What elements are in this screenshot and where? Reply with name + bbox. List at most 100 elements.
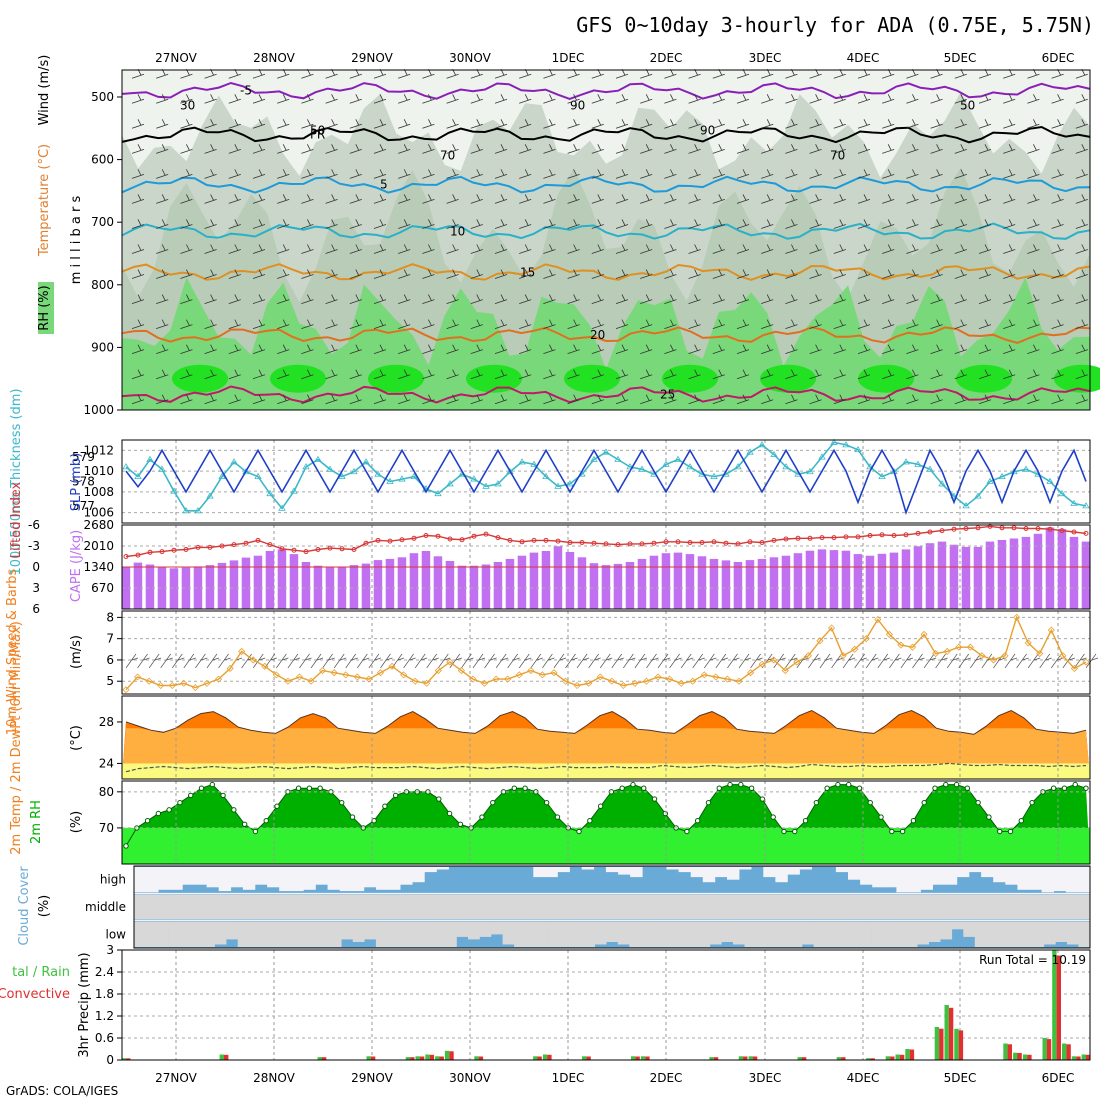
- rh-contour-label: 50: [960, 99, 975, 113]
- wind-speed-point: [978, 652, 986, 660]
- wind-barb: [470, 219, 483, 229]
- wind-barb: [519, 319, 532, 329]
- wind-barb: [373, 369, 387, 380]
- wind-barb: [228, 119, 241, 129]
- rh-2m-point: [155, 810, 162, 817]
- cloud-clear-bar: [242, 894, 256, 920]
- wind-barb: [543, 119, 556, 129]
- rh-2m-point: [339, 799, 345, 806]
- lifted-index-point: [399, 537, 405, 543]
- wind-barb: [712, 394, 725, 405]
- lifted-index-point: [543, 537, 549, 543]
- rh-2m-point: [1083, 785, 1089, 791]
- wind-barb: [325, 194, 338, 204]
- wind-series-label: 10m Wind Speed & Barbs: [5, 569, 20, 736]
- wind-barb: [680, 653, 694, 669]
- precip-total-bar: [219, 1054, 224, 1060]
- cloud-clear-bar: [908, 894, 921, 920]
- cloud-clear-bar: [521, 894, 534, 920]
- lifted-index-point: [903, 532, 909, 538]
- wind-barb: [325, 94, 338, 104]
- thickness-point: [206, 492, 214, 499]
- cloud-clear-bar: [714, 867, 728, 878]
- cloud-clear-bar: [1077, 867, 1091, 893]
- wind-barb: [761, 294, 774, 304]
- isotherm-label: 25: [660, 387, 675, 401]
- cape-bar: [1021, 536, 1031, 609]
- thickness-point: [446, 480, 454, 487]
- cloud-clear-bar: [594, 921, 607, 945]
- panel-border: [121, 439, 1091, 524]
- thickness-point: [818, 453, 826, 460]
- cloud-clear-bar: [969, 894, 982, 920]
- wind-barb: [889, 653, 902, 669]
- wind-speed-point: [134, 673, 142, 681]
- cloud-clear-bar: [714, 894, 728, 920]
- cloud-clear-bar: [182, 894, 195, 920]
- lifted-index-point: [171, 547, 177, 553]
- thickness-point: [998, 472, 1006, 480]
- precip-convective-bar: [478, 1056, 484, 1060]
- pressure-axis-label: m i l l i b a r s: [69, 196, 84, 285]
- wind-barb: [761, 344, 774, 355]
- wind-barb: [180, 269, 193, 279]
- thickness-point: [410, 472, 418, 480]
- wind-barb: [349, 369, 362, 380]
- wind-speed-point: [642, 677, 651, 685]
- lifted-index-point: [459, 537, 465, 543]
- wind-barb: [228, 194, 241, 204]
- rh-2m-point: [382, 803, 388, 809]
- wind-barb: [131, 244, 145, 254]
- cape-bar: [817, 549, 827, 609]
- cloud-clear-bar: [997, 921, 1010, 947]
- cape-bar: [1045, 527, 1055, 609]
- cloud-clear-bar: [412, 894, 425, 920]
- wind-barb: [785, 369, 798, 380]
- cape-bar: [745, 560, 755, 609]
- wind-barb: [422, 294, 435, 304]
- cloud-clear-bar: [1032, 921, 1045, 947]
- rh-2m-point: [177, 799, 183, 806]
- rh-2m-point: [781, 828, 787, 835]
- wind-barb: [470, 194, 483, 204]
- lifted-index-point: [435, 533, 441, 539]
- cloud-clear-bar: [283, 921, 296, 947]
- lifted-index-point: [555, 538, 561, 544]
- cape-bar: [925, 543, 935, 609]
- date-label-top: 4DEC: [847, 51, 880, 65]
- cloud-clear-bar: [836, 921, 849, 947]
- wind-barb: [1085, 653, 1099, 669]
- thickness-point: [278, 504, 286, 511]
- thickness-point: [482, 482, 490, 489]
- wind-barb: [809, 94, 822, 104]
- rh-2m-point: [123, 843, 129, 849]
- wind-barb: [252, 194, 266, 204]
- cloud-clear-bar: [484, 894, 498, 920]
- cloud-clear-bar: [134, 867, 147, 893]
- rh-2m-point: [867, 799, 873, 806]
- rh-2m-point: [543, 799, 550, 806]
- wind-barb: [398, 294, 411, 304]
- cloud-clear-bar: [896, 867, 909, 893]
- thickness-point: [194, 507, 202, 514]
- lifted-index-point: [1083, 530, 1089, 536]
- cloud-clear-bar: [1043, 921, 1056, 945]
- wind-speed-point: [862, 635, 870, 643]
- wind-barb: [809, 194, 822, 204]
- cloud-clear-bar: [1067, 921, 1079, 945]
- wind-barb: [470, 244, 483, 254]
- precip-convective-bar: [635, 1056, 640, 1060]
- wind-speed-point: [1082, 658, 1090, 666]
- wind-barb: [809, 294, 822, 304]
- wind-barb: [494, 344, 508, 355]
- cape-bar: [889, 552, 899, 609]
- slp-tick-label: 1012: [83, 443, 114, 457]
- wind-barb: [277, 169, 290, 179]
- wind-barb: [761, 119, 774, 129]
- wind-barb: [125, 653, 139, 669]
- cloud-clear-bar: [920, 894, 933, 920]
- cape-bar: [589, 563, 599, 609]
- wind-barb: [954, 144, 967, 154]
- cloud-clear-bar: [642, 894, 655, 920]
- thickness-point: [290, 487, 298, 494]
